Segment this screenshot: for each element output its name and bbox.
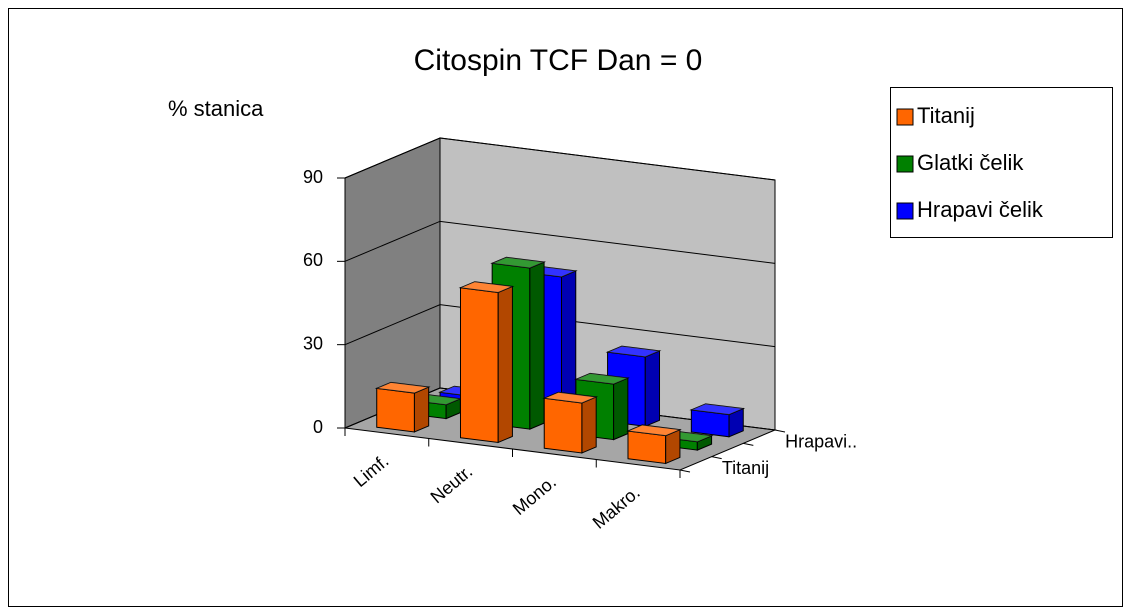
bar-top-light [492, 257, 545, 269]
bar-side-shade [498, 286, 513, 443]
legend-swatch [896, 108, 914, 126]
legend-label: Hrapavi čelik [917, 197, 1044, 222]
y-tick-label: 30 [303, 333, 323, 353]
z-tick [711, 456, 722, 460]
legend-label: Titanij [917, 103, 975, 128]
bar-top [542, 391, 599, 404]
bar-side-shade [581, 396, 597, 453]
bar-top [458, 281, 515, 293]
z-tick [743, 442, 754, 446]
bar-top-light [575, 373, 628, 385]
bar-top [374, 381, 431, 394]
bar-side-shade [645, 350, 660, 427]
bar-front [459, 287, 499, 444]
z-tick-label: Titanij [722, 458, 769, 478]
legend-swatch [896, 202, 914, 220]
z-tick [774, 429, 786, 433]
bar-top [490, 256, 547, 269]
grid-line [344, 304, 776, 348]
bar-front [627, 430, 667, 465]
bar-side-shade [697, 435, 712, 451]
bar [374, 381, 431, 433]
bar [458, 281, 515, 444]
legend-swatch [896, 155, 914, 173]
bar-top-light [607, 346, 660, 357]
bar-side-shade [414, 387, 429, 432]
bar-top [626, 424, 682, 437]
z-tick-label: Hrapavi.. [785, 431, 857, 451]
bar-side-shade [613, 378, 628, 440]
bar-top-light [627, 424, 680, 436]
bar [689, 403, 746, 438]
legend [890, 87, 1113, 238]
legend-label: Glatki čelik [917, 150, 1024, 175]
bar-top [605, 345, 662, 358]
bar-side-shade [561, 270, 576, 416]
bar-top [689, 403, 746, 416]
z-tick [679, 469, 691, 473]
y-tick-label: 90 [303, 167, 323, 187]
bar-top-light [376, 382, 429, 394]
chart-title: Citospin TCF Dan = 0 [414, 44, 703, 77]
grid-line [344, 137, 776, 181]
bar-top-light [691, 403, 744, 415]
bar-top-light [544, 392, 597, 403]
bar [626, 424, 682, 465]
bar-front [543, 397, 583, 454]
y-tick-label: 60 [303, 250, 323, 270]
grid-line [344, 220, 776, 264]
bar [542, 391, 599, 454]
bar-side-shade [729, 408, 744, 437]
bar-side-shade [529, 262, 545, 430]
bar-top-light [460, 281, 513, 293]
bar-front [376, 387, 415, 433]
bar-top [573, 372, 630, 385]
bar-side-shade [665, 429, 680, 464]
y-tick-label: 0 [313, 417, 323, 437]
y-axis-label: % stanica [168, 96, 264, 121]
